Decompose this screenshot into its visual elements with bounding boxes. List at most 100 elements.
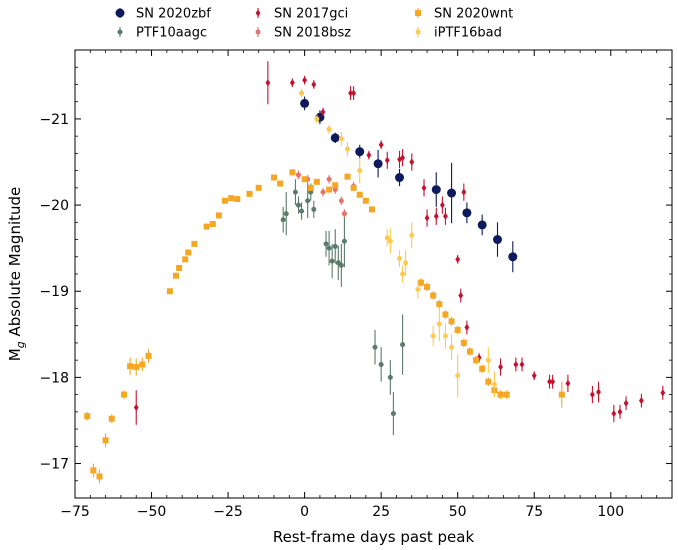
data-point xyxy=(289,169,296,176)
legend-item: SN 2018bsz xyxy=(255,26,351,41)
data-point xyxy=(348,89,353,97)
data-point xyxy=(558,391,565,398)
data-point xyxy=(338,136,344,142)
data-point xyxy=(384,156,390,164)
data-point xyxy=(519,360,525,369)
data-point xyxy=(299,90,305,96)
data-point xyxy=(292,189,298,195)
legend-marker xyxy=(255,29,261,35)
data-point xyxy=(397,155,402,164)
data-point xyxy=(356,191,363,198)
data-point xyxy=(373,159,383,169)
legend-item: SN 2020zbf xyxy=(115,7,211,22)
data-point xyxy=(355,147,365,157)
data-point xyxy=(314,116,320,122)
data-point xyxy=(403,260,409,266)
y-axis-title-main: M xyxy=(6,348,24,361)
data-point xyxy=(395,173,405,183)
data-point xyxy=(344,173,351,180)
data-point xyxy=(442,333,448,339)
data-point xyxy=(166,288,173,295)
data-point xyxy=(338,262,344,268)
legend-item: SN 2020wnt xyxy=(415,7,513,22)
data-point xyxy=(660,389,666,397)
x-tick-label: 50 xyxy=(449,504,467,520)
data-point xyxy=(133,364,140,371)
axis-ticks: −75 −50 −25 0 25 50 75 100 −21 −20 −19 −18 −17 xyxy=(39,50,673,520)
data-point xyxy=(277,180,284,187)
data-point xyxy=(341,211,347,217)
data-point xyxy=(84,413,91,420)
data-point xyxy=(246,190,253,197)
data-point xyxy=(120,391,127,398)
plot-frame xyxy=(74,49,673,499)
data-point xyxy=(409,232,415,238)
data-point xyxy=(300,98,310,108)
data-point xyxy=(460,339,467,346)
legend-marker xyxy=(115,8,125,18)
data-point xyxy=(421,184,427,192)
data-point xyxy=(596,388,601,396)
y-tick-label: −19 xyxy=(39,284,69,300)
data-point xyxy=(390,411,396,417)
legend-marker xyxy=(415,29,421,35)
data-point xyxy=(203,223,210,230)
plot-content xyxy=(84,61,666,484)
y-axis-title: Mg Absolute Magnitude xyxy=(6,187,27,362)
data-point xyxy=(326,126,332,132)
data-point xyxy=(209,221,216,228)
x-tick-label: −50 xyxy=(137,504,167,520)
data-point xyxy=(320,189,326,195)
data-point xyxy=(458,291,464,300)
data-point xyxy=(617,408,623,416)
data-point xyxy=(271,174,277,181)
legend-label: SN 2020wnt xyxy=(434,7,513,22)
data-point xyxy=(368,206,375,213)
data-point xyxy=(491,381,497,387)
data-point xyxy=(255,184,262,191)
y-tick-label: −20 xyxy=(39,198,69,214)
data-point xyxy=(133,403,139,412)
data-point xyxy=(378,361,384,367)
data-point xyxy=(145,352,152,359)
data-point xyxy=(341,238,347,244)
data-point xyxy=(182,256,189,263)
data-point xyxy=(139,361,146,368)
data-point xyxy=(378,141,384,149)
data-point xyxy=(372,344,378,350)
data-point xyxy=(228,195,235,202)
data-point xyxy=(127,363,134,370)
data-point xyxy=(265,79,271,87)
data-point xyxy=(302,76,308,84)
y-tick-label: −21 xyxy=(39,112,69,128)
data-point xyxy=(351,89,356,97)
data-point xyxy=(323,241,329,247)
data-point xyxy=(531,372,537,380)
data-point xyxy=(96,473,103,480)
data-point xyxy=(280,217,286,223)
data-point xyxy=(433,212,439,220)
data-point xyxy=(332,243,338,249)
series-ptf10aagc xyxy=(280,179,406,436)
data-point xyxy=(492,235,502,245)
data-point xyxy=(550,378,555,386)
data-point xyxy=(176,264,183,271)
data-point xyxy=(332,182,339,189)
data-point xyxy=(305,198,311,204)
x-tick-label: 100 xyxy=(597,504,624,520)
data-point xyxy=(387,238,393,244)
series-sn-2020zbf xyxy=(300,96,518,273)
data-point xyxy=(431,185,441,195)
data-point xyxy=(330,133,340,143)
data-point xyxy=(299,208,305,214)
x-tick-label: −75 xyxy=(60,504,90,520)
data-point xyxy=(173,272,180,279)
data-point xyxy=(439,201,445,209)
y-tick-label: −18 xyxy=(39,370,69,386)
data-point xyxy=(191,240,198,247)
data-point xyxy=(295,202,301,208)
legend-label: iPTF16bad xyxy=(434,26,502,41)
data-point xyxy=(479,365,486,372)
data-point xyxy=(295,172,301,178)
